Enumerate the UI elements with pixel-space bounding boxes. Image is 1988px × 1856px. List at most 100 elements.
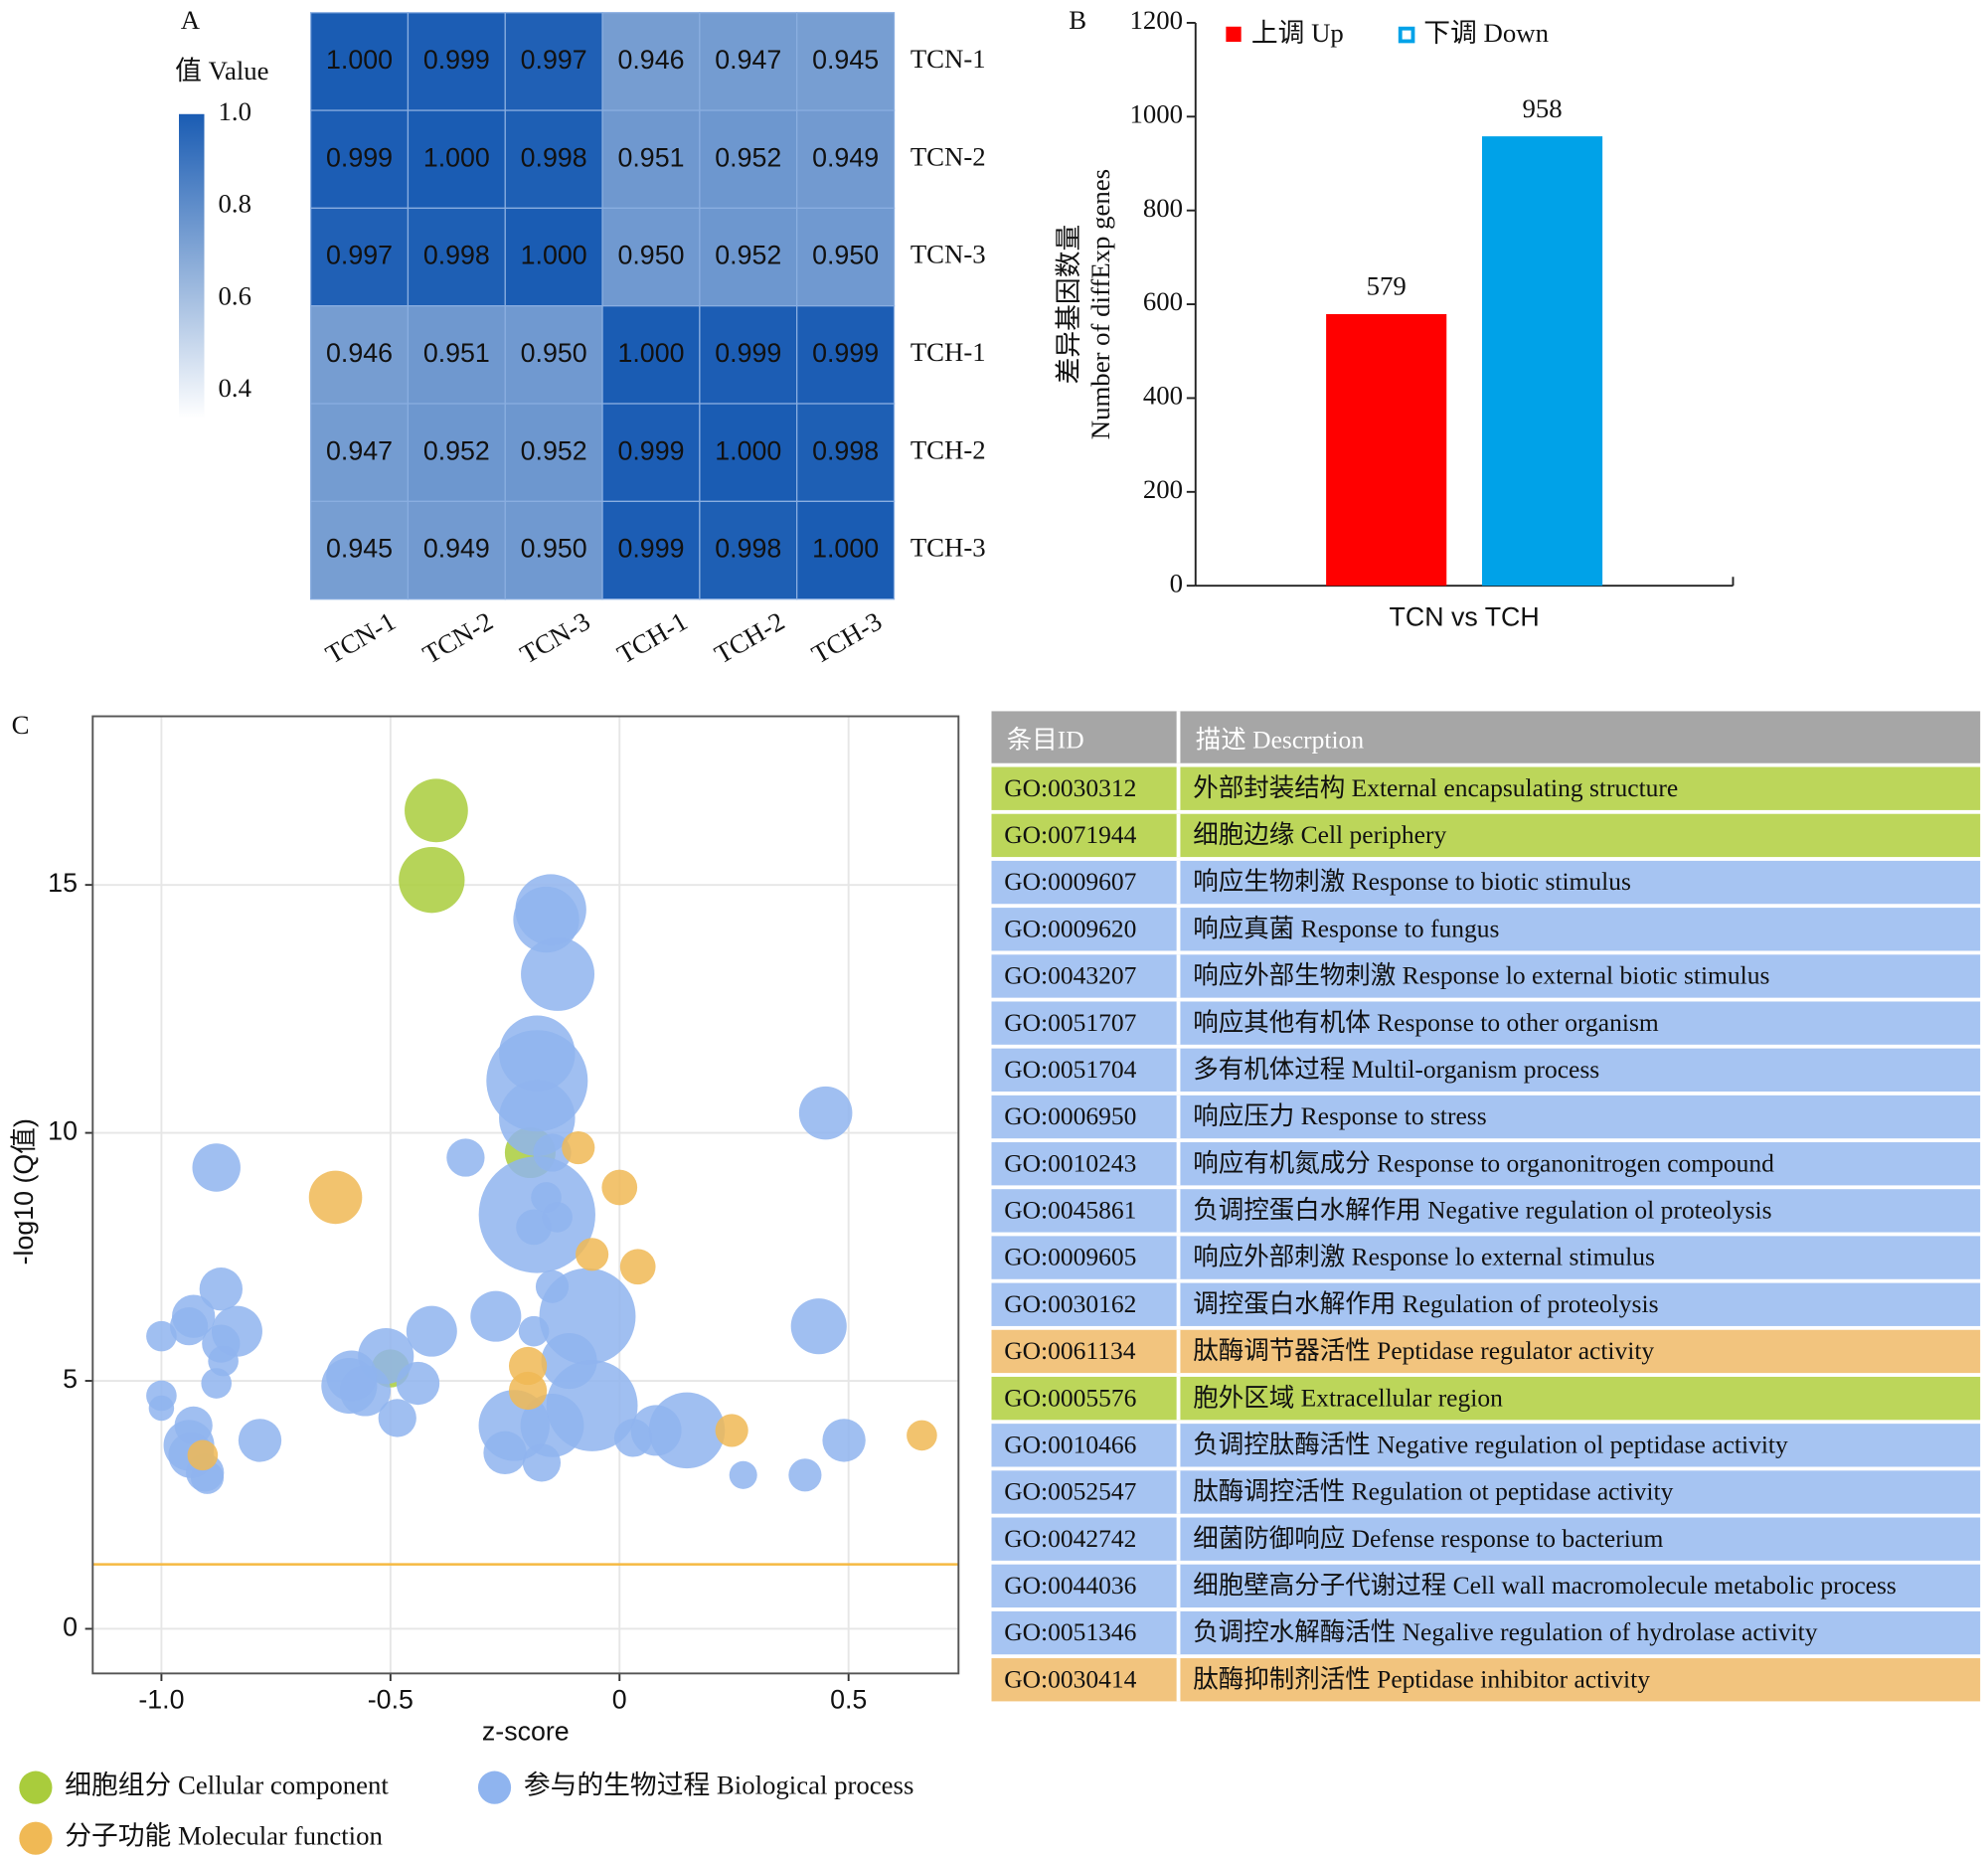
cell-label: 0.952 bbox=[423, 435, 490, 465]
cell-label: 0.951 bbox=[617, 142, 684, 172]
heatmap-cell bbox=[309, 500, 410, 600]
heatmap-cell bbox=[699, 403, 798, 503]
heatmap-cell bbox=[601, 305, 701, 405]
cell-label: 0.999 bbox=[617, 435, 684, 465]
table-row: GO:0009620 响应真菌 Response to fungus bbox=[991, 908, 1981, 951]
x-tick-label: 0.5 bbox=[830, 1684, 867, 1714]
bubble bbox=[378, 1399, 416, 1437]
cell-label: 0.950 bbox=[521, 338, 587, 368]
cell-label: 1.000 bbox=[326, 45, 393, 75]
go-id: GO:0009607 bbox=[991, 860, 1181, 905]
go-id: GO:0051346 bbox=[991, 1610, 1181, 1655]
y-tick-label: 15 bbox=[48, 868, 78, 898]
cell-label: 0.998 bbox=[812, 435, 879, 465]
cell-label: 1.000 bbox=[715, 435, 781, 465]
bubble bbox=[798, 1086, 853, 1140]
bubble bbox=[201, 1368, 233, 1399]
cell-label: 1.000 bbox=[617, 338, 684, 368]
panel-label: A bbox=[181, 5, 201, 35]
cell-label: 0.946 bbox=[326, 338, 393, 368]
table-row: GO:0051707 响应其他有机体 Response to other orga… bbox=[991, 1001, 1981, 1045]
column-label: TCH-3 bbox=[806, 606, 887, 670]
table-row: GO:0030312 外部封装结构 External encapsulating … bbox=[991, 766, 1981, 810]
colorbar-tick-label: 0.4 bbox=[219, 373, 251, 403]
colorbar-tick-label: 1.0 bbox=[219, 96, 251, 126]
colorbar-tick-label: 0.6 bbox=[219, 280, 251, 310]
bubble bbox=[146, 1320, 177, 1352]
data-label: 958 bbox=[1522, 93, 1562, 123]
bubble bbox=[822, 1419, 866, 1462]
go-id: GO:0010466 bbox=[991, 1424, 1181, 1467]
cell-label: 0.998 bbox=[715, 534, 781, 564]
bubble bbox=[339, 1365, 391, 1417]
go-id: GO:0051707 bbox=[991, 1001, 1181, 1045]
x-tick-label: -1.0 bbox=[138, 1684, 184, 1714]
colorbar-title: 值 Value bbox=[175, 56, 268, 85]
bubble bbox=[148, 1395, 175, 1422]
legend-swatch bbox=[1398, 26, 1415, 44]
bubble bbox=[399, 847, 465, 914]
heatmap-cell bbox=[309, 12, 410, 111]
go-id: GO:0030162 bbox=[991, 1282, 1181, 1326]
y-tick-label: 1000 bbox=[1129, 98, 1183, 128]
bubble bbox=[406, 1305, 457, 1357]
cell-label: 1.000 bbox=[521, 241, 587, 270]
bubble bbox=[907, 1420, 937, 1451]
table-row: GO:0051704 多有机体过程 Multil-organism process bbox=[991, 1048, 1981, 1093]
table-header: 条目ID 描述 Descrption bbox=[991, 711, 1981, 763]
row-label: TCH-3 bbox=[911, 533, 986, 563]
column-label: TCN-1 bbox=[320, 606, 401, 670]
cell-label: 0.997 bbox=[521, 45, 587, 75]
table-row: GO:0005576 胞外区域 Extracellular region bbox=[991, 1376, 1981, 1421]
bubble bbox=[729, 1460, 757, 1489]
column-label: TCN-2 bbox=[417, 606, 498, 670]
go-id: GO:0009605 bbox=[991, 1236, 1181, 1279]
heatmap-cell bbox=[601, 109, 701, 210]
heatmap-cell bbox=[699, 109, 798, 210]
row-label: TCN-2 bbox=[911, 141, 986, 171]
cell-label: 0.945 bbox=[326, 534, 393, 564]
table-row: GO:0030414 肽酶抑制剂活性 Peptidase inhibitor ac… bbox=[991, 1658, 1981, 1702]
heatmap-cell bbox=[407, 207, 506, 307]
bubble bbox=[508, 1371, 548, 1411]
cell-label: 0.947 bbox=[326, 435, 393, 465]
cell-label: 0.998 bbox=[423, 241, 490, 270]
header-cell: 条目ID bbox=[991, 711, 1181, 763]
bubble bbox=[199, 1267, 243, 1311]
bubble bbox=[715, 1414, 748, 1447]
bubble bbox=[518, 1315, 550, 1347]
bubble bbox=[542, 1202, 573, 1233]
go-id: GO:0061134 bbox=[991, 1329, 1181, 1374]
bubble bbox=[522, 1443, 562, 1482]
heatmap-cell bbox=[407, 305, 506, 405]
colorbar-tick-label: 0.8 bbox=[219, 189, 251, 219]
bubble bbox=[562, 1130, 595, 1165]
go-id: GO:0030312 bbox=[991, 766, 1181, 810]
legend-swatch bbox=[1226, 26, 1242, 43]
legend-label: 分子功能 Molecular function bbox=[65, 1820, 383, 1850]
table-body: GO:0030312 外部封装结构 External encapsulating … bbox=[991, 766, 1981, 1702]
cell-label: 0.949 bbox=[812, 142, 879, 172]
cell-label: 1.000 bbox=[423, 142, 490, 172]
description: 响应压力 Response to stress bbox=[1180, 1095, 1981, 1139]
description: 多有机体过程 Multil-organism process bbox=[1180, 1048, 1981, 1093]
description: 响应真菌 Response to fungus bbox=[1180, 908, 1981, 951]
heatmap-cell bbox=[796, 207, 896, 307]
heatmap-cell bbox=[407, 403, 506, 503]
table-row: GO:0009605 响应外部刺激 Response lo external st… bbox=[991, 1236, 1981, 1279]
legend-label: 下调 Down bbox=[1423, 18, 1549, 48]
row-label: TCN-3 bbox=[911, 240, 986, 269]
cell-label: 0.949 bbox=[423, 534, 490, 564]
x-tick-label: -0.5 bbox=[368, 1684, 414, 1714]
cell-label: 0.947 bbox=[715, 45, 781, 75]
heatmap-cell bbox=[309, 403, 410, 503]
go-id: GO:0071944 bbox=[991, 813, 1181, 858]
bubble bbox=[169, 1307, 209, 1346]
cell-label: 0.952 bbox=[715, 142, 781, 172]
go-id: GO:0006950 bbox=[991, 1095, 1181, 1139]
heatmap-cell bbox=[504, 109, 603, 210]
row-label: TCH-1 bbox=[911, 337, 986, 367]
table-row: GO:0071944 细胞边缘 Cell periphery bbox=[991, 813, 1981, 858]
description: 细菌防御响应 Defense response to bacterium bbox=[1180, 1517, 1981, 1561]
